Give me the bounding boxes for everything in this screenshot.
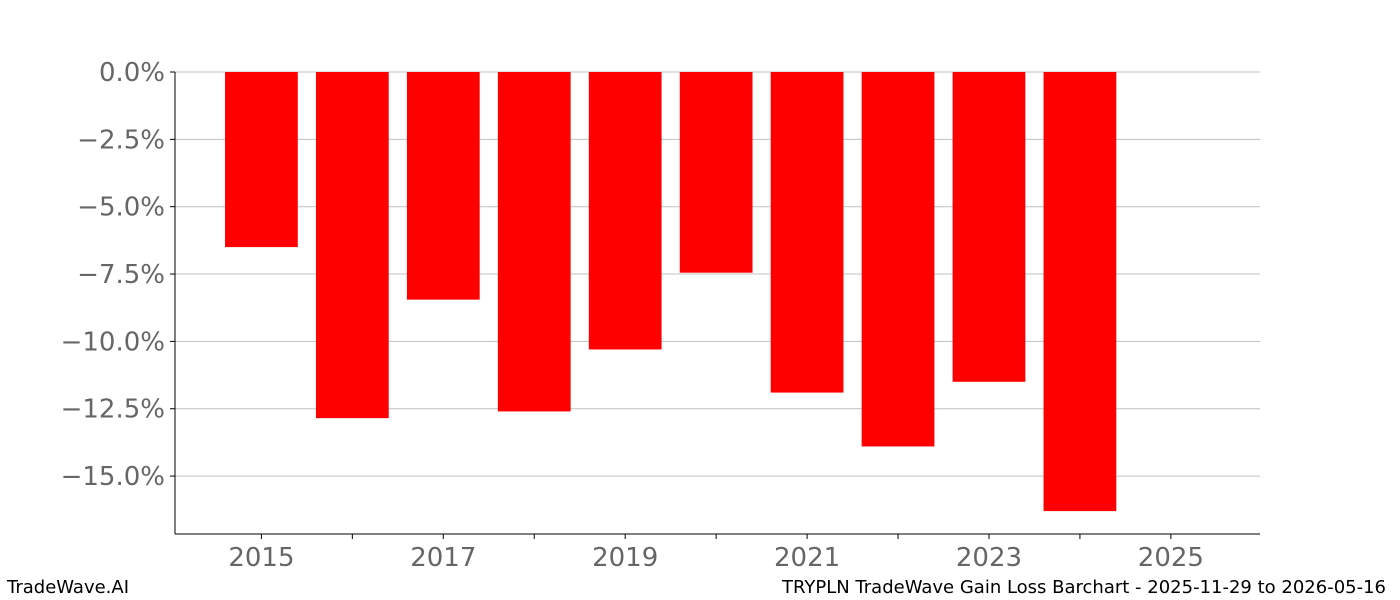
bar-2017	[406, 72, 480, 300]
x-tick-label: 2015	[228, 543, 294, 573]
x-tick-label: 2019	[592, 543, 658, 573]
x-tick-label: 2017	[410, 543, 476, 573]
x-tick-label: 2025	[1138, 543, 1204, 573]
x-tick-label: 2021	[774, 543, 840, 573]
bar-2019	[588, 72, 662, 350]
bar-2021	[770, 72, 844, 393]
brand-label: TradeWave.AI	[7, 577, 130, 598]
y-tick-label: −7.5%	[77, 260, 165, 290]
y-tick-label: 0.0%	[99, 58, 165, 88]
bar-2023	[952, 72, 1026, 382]
bar-2024	[1043, 72, 1117, 512]
x-tick-label: 2023	[956, 543, 1022, 573]
y-tick-label: −12.5%	[61, 395, 165, 425]
bar-2020	[679, 72, 753, 273]
bar-2018	[497, 72, 571, 412]
bar-2015	[225, 72, 298, 248]
bar-2022	[861, 72, 935, 447]
y-tick-label: −10.0%	[61, 327, 165, 357]
chart-caption: TRYPLN TradeWave Gain Loss Barchart - 20…	[782, 577, 1386, 598]
y-tick-label: −15.0%	[61, 462, 165, 492]
y-tick-label: −2.5%	[77, 125, 165, 155]
y-tick-label: −5.0%	[77, 193, 165, 223]
bar-2016	[315, 72, 389, 419]
